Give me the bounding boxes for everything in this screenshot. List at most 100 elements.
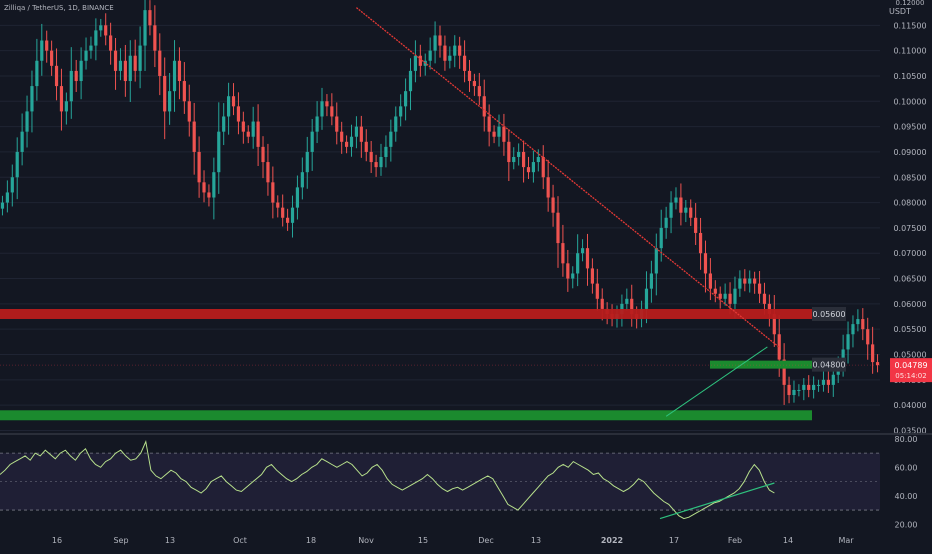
candle-body [561,243,565,264]
candle-body [369,151,373,163]
candle-body [438,35,442,46]
candle-body [458,45,462,56]
price-top-tick: 0.12000 [896,0,925,7]
candle-body [177,60,182,82]
time-tick: Feb [728,536,742,545]
candle-body [50,50,54,66]
candle-body [723,293,727,299]
candle-body [443,45,447,61]
candle-body [772,313,776,335]
resistance-tag: 0.05600 [812,310,845,319]
candle-body [399,106,403,117]
candle-body [20,131,24,152]
candle-body [576,253,580,274]
candle-body [374,162,378,168]
candle-body [394,116,398,132]
descending-trendline [355,7,780,348]
candle-body [649,273,653,289]
candle-body [433,35,437,51]
candle-body [492,131,496,137]
time-tick: Mar [838,536,854,545]
price-tick: 0.05500 [893,325,926,334]
candle-body [453,45,457,56]
candle-body [512,156,516,163]
candle-body [816,384,821,386]
candle-body [408,70,413,92]
candle-body [526,167,531,173]
price-tick: 0.08500 [893,173,926,182]
last-price-tag-bg [890,358,932,383]
candle-body [30,86,34,112]
candle-body [482,96,486,117]
price-tick: 0.04000 [893,401,926,410]
rsi-tick: 20.00 [895,520,918,529]
price-tick: 0.10500 [893,72,926,81]
candle-body [851,324,855,335]
candle-body [753,278,757,284]
candle-body [123,60,127,82]
candle-body [757,283,762,294]
candle-body [521,151,526,168]
resistance-zone [0,308,812,319]
time-tick: 16 [52,536,62,545]
resistance-tag-bg [812,306,846,321]
candle-body [207,192,211,198]
candle-body [261,146,265,163]
symbol-title: Zilliqa / TetherUS, 1D, BINANCE [4,4,114,12]
candle-body [718,293,722,299]
price-tick: 0.11000 [893,47,926,56]
candle-body [40,40,44,61]
ascending-trendline [665,346,768,417]
candle-body [600,298,604,309]
candle-body [109,35,113,51]
price-tick: 0.08000 [893,199,926,208]
candle-body [674,197,678,203]
candle-body [128,55,132,82]
candle-body [418,55,422,66]
support-zone [0,410,812,421]
candle-body [0,202,5,209]
candle-body [472,81,477,87]
candle-body [236,106,241,122]
candle-body [148,10,152,26]
candle-body [841,349,845,365]
price-tick: 0.03500 [893,426,926,435]
candle-body [448,55,452,61]
candle-body [580,248,585,254]
time-tick: 14 [783,536,793,545]
candle-body [315,116,319,132]
countdown-tag: 05:14:02 [895,372,926,380]
candle-body [694,217,698,233]
time-tick: 15 [418,536,428,545]
candle-body [826,379,830,385]
candle-body [546,177,550,198]
candle-body [354,126,359,137]
candle-body [571,273,575,279]
candle-body [585,248,590,269]
candle-body [384,146,388,157]
candle-body [777,334,781,360]
candle-body [477,86,481,97]
candle-body [625,298,629,304]
support-level-band [710,360,812,369]
candle-body [143,10,147,46]
time-tick: 13 [531,536,541,545]
candle-body [669,202,673,218]
candle-body [812,384,816,390]
candle-body [703,253,708,274]
candle-body [59,86,64,112]
candle-body [531,162,536,173]
candle-body [320,101,324,117]
candle-body [305,151,309,173]
candle-body [89,45,93,51]
rsi-trendline [659,482,775,520]
time-tick: Sep [113,536,128,545]
candle-body [684,207,688,213]
candle-body [708,273,712,289]
time-tick: 17 [669,536,679,545]
candle-body [212,172,216,198]
candle-body [138,45,142,71]
candle-body [654,248,658,274]
